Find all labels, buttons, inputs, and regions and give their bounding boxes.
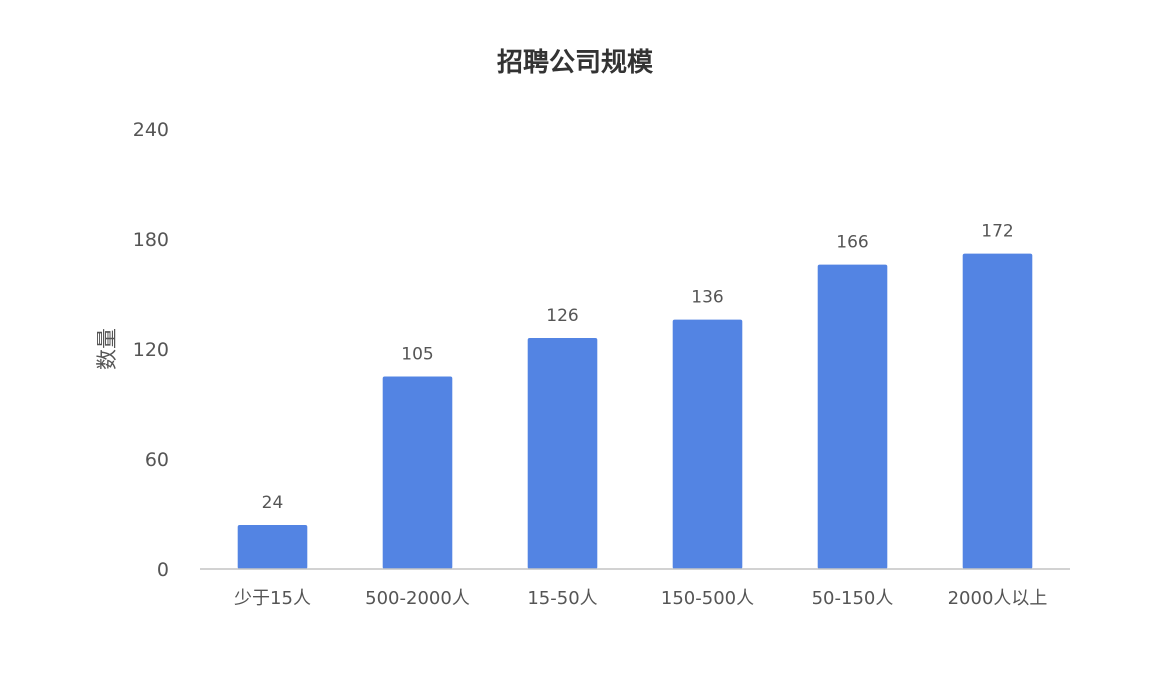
y-tick-label: 120 bbox=[133, 339, 169, 361]
value-label: 166 bbox=[836, 233, 868, 253]
value-label: 172 bbox=[981, 222, 1013, 242]
value-label: 105 bbox=[401, 345, 433, 365]
bars bbox=[237, 253, 1033, 569]
y-tick-label: 0 bbox=[157, 559, 169, 581]
y-axis-label: 数量 bbox=[95, 328, 119, 370]
y-tick-label: 240 bbox=[133, 119, 169, 141]
y-axis-ticks: 0 60 120 180 240 bbox=[133, 119, 169, 581]
bar bbox=[962, 253, 1033, 569]
bar bbox=[817, 264, 888, 569]
chart-title: 招聘公司规模 bbox=[496, 48, 653, 78]
bar bbox=[527, 338, 598, 569]
x-tick-label: 500-2000人 bbox=[365, 588, 470, 609]
y-tick-label: 180 bbox=[133, 229, 169, 251]
x-tick-label: 15-50人 bbox=[527, 588, 597, 609]
value-label: 136 bbox=[691, 288, 723, 308]
x-tick-label: 50-150人 bbox=[812, 588, 894, 609]
value-labels: 24 105 126 136 166 172 bbox=[262, 222, 1014, 513]
x-axis-ticks: 少于15人 500-2000人 15-50人 150-500人 50-150人 2000人… bbox=[234, 588, 1047, 609]
bar bbox=[672, 319, 743, 569]
x-tick-label: 150-500人 bbox=[661, 588, 754, 609]
x-tick-label: 少于15人 bbox=[234, 588, 311, 609]
bar bbox=[382, 376, 453, 569]
y-tick-label: 60 bbox=[145, 449, 169, 471]
value-label: 126 bbox=[546, 306, 578, 326]
x-tick-label: 2000人以上 bbox=[948, 588, 1048, 609]
bar bbox=[237, 525, 308, 569]
value-label: 24 bbox=[262, 493, 284, 513]
